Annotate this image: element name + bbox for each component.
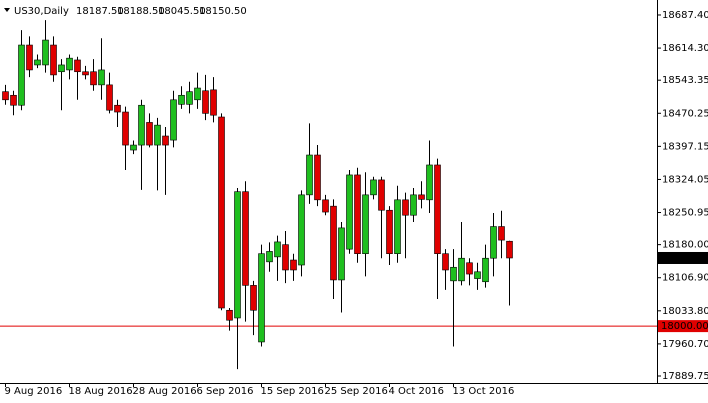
x-tick-label: 28 Aug 2016 (133, 386, 197, 397)
y-tick-label: 18397.15 (662, 141, 708, 152)
candle-body (178, 94, 185, 105)
candle-body (202, 90, 209, 114)
candle-body (2, 91, 9, 101)
y-tick-label: 18543.35 (662, 75, 708, 86)
candle-body (10, 94, 17, 106)
candle-body (274, 241, 281, 258)
candle-body (186, 91, 193, 105)
price-label: 18150.50 (661, 253, 708, 264)
candle-body (458, 257, 465, 282)
candle-body (194, 87, 201, 101)
candle-body (226, 309, 233, 321)
menu-icon[interactable] (4, 8, 10, 12)
y-tick-label: 17960.70 (662, 339, 708, 350)
candle-body (362, 194, 369, 254)
y-tick-label: 18687.40 (662, 10, 708, 21)
candle-body (322, 199, 329, 213)
x-tick-label: 25 Sep 2016 (325, 386, 388, 397)
candle-body (378, 179, 385, 211)
y-tick-label: 18033.80 (662, 306, 708, 317)
candle-body (18, 44, 25, 106)
candle-body (482, 257, 489, 283)
chart-title: US30,Daily (14, 6, 69, 17)
candle-body (42, 39, 49, 66)
y-tick-label: 18250.95 (662, 208, 708, 219)
candle-body (34, 59, 41, 66)
candle-body (506, 240, 513, 259)
candle-body (26, 44, 33, 71)
candle-body (498, 226, 505, 241)
candle-body (354, 174, 361, 254)
x-tick-label: 4 Oct 2016 (389, 386, 444, 397)
candle-body (146, 122, 153, 146)
candle-body (90, 71, 97, 86)
candle-body (298, 194, 305, 266)
y-tick-label: 17889.75 (662, 371, 708, 382)
level-label: 18000.00 (661, 321, 708, 332)
candle-body (82, 71, 89, 76)
x-tick-label: 18 Aug 2016 (69, 386, 133, 397)
x-tick-label: 13 Oct 2016 (453, 386, 515, 397)
candle-body (50, 44, 57, 76)
candle-body (338, 227, 345, 281)
candle-body (418, 194, 425, 200)
candle-body (370, 179, 377, 196)
candle-body (282, 244, 289, 271)
candle-body (306, 154, 313, 196)
candle-body (450, 266, 457, 282)
candle-body (490, 226, 497, 259)
candle-body (410, 194, 417, 216)
y-tick-label: 18324.05 (662, 174, 708, 185)
candle-body (402, 199, 409, 216)
x-tick-label: 6 Sep 2016 (197, 386, 254, 397)
y-tick-label: 18614.30 (662, 43, 708, 54)
candle-body (474, 271, 481, 279)
candle-body (386, 209, 393, 254)
level-label-box (658, 320, 708, 333)
header-open: 18187.50 (76, 6, 124, 17)
y-tick-label: 18106.90 (662, 273, 708, 284)
candle-body (210, 89, 217, 116)
candle-body (250, 285, 257, 311)
candle-body (258, 253, 265, 343)
header-low: 18045.50 (158, 6, 206, 17)
candle-body (330, 205, 337, 281)
candle-body (66, 57, 73, 71)
candle-body (426, 164, 433, 201)
candle-body (266, 251, 273, 263)
candle-body (394, 199, 401, 254)
header-high: 18188.50 (117, 6, 165, 17)
candle-body (114, 104, 121, 113)
candle-body (58, 64, 65, 73)
candle-body (98, 69, 105, 86)
header-close: 18150.50 (199, 6, 247, 17)
candle-body (138, 104, 145, 146)
candle-body (162, 135, 169, 146)
candle-body (314, 154, 321, 201)
candle-body (130, 144, 137, 151)
candle-body (434, 164, 441, 254)
candle-body (74, 59, 81, 73)
candle-body (346, 174, 353, 250)
x-tick-label: 15 Sep 2016 (261, 386, 324, 397)
candle-body (466, 262, 473, 275)
candle-body (154, 124, 161, 146)
y-tick-label: 18470.25 (662, 108, 708, 119)
candle-body (442, 253, 449, 271)
candle-body (242, 191, 249, 286)
price-label-box (658, 251, 708, 264)
x-tick-label: 9 Aug 2016 (5, 386, 63, 397)
candle-body (290, 259, 297, 271)
y-tick-label: 18180.00 (662, 240, 708, 251)
candle-body (234, 191, 241, 319)
candle-body (122, 111, 129, 146)
candle-body (218, 116, 225, 309)
candle-body (106, 84, 113, 111)
candle-body (170, 99, 177, 141)
